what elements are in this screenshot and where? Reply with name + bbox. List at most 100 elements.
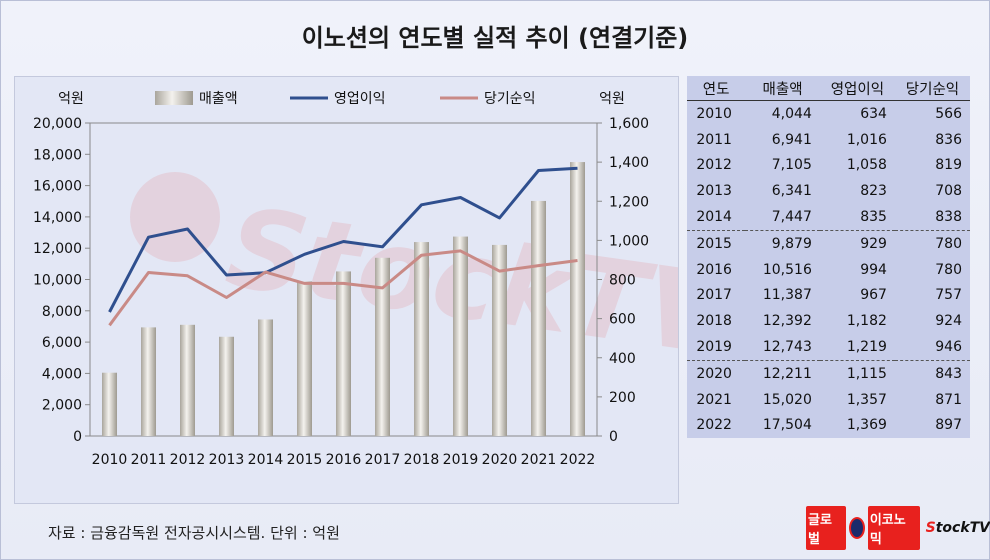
stocktv-logo-text: tockTV (935, 520, 990, 536)
table-row: 2010 4,044 634 566 (687, 101, 970, 127)
legend-label-operating: 영업이익 (334, 91, 386, 107)
table-header-cell: 매출액 (745, 76, 820, 101)
revenue-bar (570, 162, 585, 436)
table-cell: 823 (860, 183, 887, 200)
x-tick-label: 2013 (209, 452, 245, 468)
table-row: 2021 15,020 1,357 871 (687, 387, 970, 413)
table-cell: 871 (935, 391, 962, 408)
x-tick-label: 2019 (443, 452, 479, 468)
table-cell: 12,211 (745, 359, 820, 387)
table-cell: 835 (860, 209, 887, 226)
right-tick-label: 0 (609, 429, 618, 445)
table-cell: 2022 (696, 417, 732, 434)
revenue-bar (180, 324, 195, 436)
revenue-bar (531, 200, 546, 436)
x-tick-label: 2014 (248, 452, 284, 468)
table-cell: 1,369 (846, 417, 887, 434)
right-tick-label: 200 (609, 390, 636, 406)
line-series (108, 166, 578, 327)
table-cell: 946 (935, 339, 962, 356)
table-row: 2013 6,341 823 708 (687, 178, 970, 204)
table-header-cell: 당기순익 (894, 76, 970, 101)
table-cell: 7,105 (771, 157, 812, 174)
table-cell: 17,504 (762, 417, 812, 434)
table-cell: 10,516 (762, 261, 812, 278)
table-cell: 929 (819, 229, 895, 257)
table-cell: 2021 (696, 391, 732, 408)
table-cell: 1,219 (846, 339, 887, 356)
source-note: 자료 : 금융감독원 전자공시시스템. 단위 : 억원 (48, 524, 340, 542)
x-tick-label: 2017 (365, 452, 401, 468)
economy-logo: 이코노믹 (867, 506, 920, 550)
left-tick-label: 16,000 (33, 179, 82, 195)
legend: 매출액 영업이익 당기순익 (155, 91, 536, 107)
right-tick-label: 1,600 (609, 116, 649, 132)
table-header-cell: 영업이익 (819, 76, 895, 101)
table-cell: 2010 (696, 105, 732, 122)
left-tick-label: 12,000 (33, 241, 82, 257)
left-tick-label: 18,000 (33, 147, 82, 163)
table-cell: 780 (894, 229, 970, 257)
table-cell: 2017 (696, 287, 732, 304)
right-tick-label: 600 (609, 312, 636, 328)
left-tick-label: 10,000 (33, 273, 82, 289)
left-tick-label: 14,000 (33, 210, 82, 226)
table-cell: 634 (860, 105, 887, 122)
bar-series (102, 162, 585, 436)
x-axis: 2010 2011 2012 2013 2014 2015 2016 2017 2018 2019… (92, 452, 596, 468)
watermark: StockTV (130, 172, 746, 382)
logos: 글로벌 이코노믹 StockTV (806, 506, 990, 550)
revenue-bar (336, 271, 351, 436)
net-line (108, 249, 578, 327)
revenue-bar (258, 319, 273, 436)
table-cell: 4,044 (771, 105, 812, 122)
revenue-bar (453, 236, 468, 436)
table-cell: 819 (935, 157, 962, 174)
x-tick-label: 2022 (560, 452, 596, 468)
table-header-cell: 연도 (687, 76, 746, 101)
table-row: 2014 7,447 835 838 (687, 204, 970, 230)
data-table: 연도 매출액 영업이익 당기순익 2010 4,044 634 566 2011 6,941 1,… (687, 76, 970, 438)
revenue-bar (141, 327, 156, 436)
table-cell: 1,058 (846, 157, 887, 174)
chart-svg: StockTV 0 2,000 4,000 6,000 8,000 10,000 12,00… (33, 91, 746, 468)
table-row: 2019 12,743 1,219 946 (687, 334, 970, 360)
table-cell: 2016 (696, 261, 732, 278)
left-axis: 0 2,000 4,000 6,000 8,000 10,000 12,000 14,000 1… (33, 116, 90, 445)
revenue-bar (414, 242, 429, 436)
revenue-bar (102, 372, 117, 436)
table-cell: 1,115 (819, 359, 895, 387)
table-cell: 757 (935, 287, 962, 304)
chart-panel: StockTV 0 2,000 4,000 6,000 8,000 10,000 12,00… (14, 76, 746, 504)
table-cell: 11,387 (762, 287, 812, 304)
chart-title: 이노션의 연도별 실적 추이 (연결기준) (301, 24, 689, 52)
table-row: 2016 10,516 994 780 (687, 257, 970, 283)
x-tick-label: 2020 (482, 452, 518, 468)
table-cell: 897 (935, 417, 962, 434)
x-tick-label: 2011 (131, 452, 167, 468)
left-tick-label: 20,000 (33, 116, 82, 132)
table-cell: 6,941 (771, 131, 812, 148)
table-row: 2018 12,392 1,182 924 (687, 308, 970, 334)
table-cell: 15,020 (762, 391, 812, 408)
x-tick-label: 2010 (92, 452, 128, 468)
table-cell: 12,392 (762, 313, 812, 330)
table-row: 2011 6,941 1,016 836 (687, 127, 970, 153)
table-cell: 12,743 (762, 339, 812, 356)
table-cell: 994 (860, 261, 887, 278)
table-cell: 6,341 (771, 183, 812, 200)
table-cell: 924 (935, 313, 962, 330)
right-tick-label: 1,400 (609, 155, 649, 171)
table-cell: 2020 (687, 359, 746, 387)
legend-swatch-revenue (155, 91, 193, 105)
revenue-bar (297, 281, 312, 436)
table-cell: 1,357 (846, 391, 887, 408)
right-tick-label: 1,000 (609, 233, 649, 249)
table-row: 2022 17,504 1,369 897 (687, 413, 970, 439)
table-cell: 2012 (696, 157, 732, 174)
table-cell: 780 (935, 261, 962, 278)
x-tick-label: 2012 (170, 452, 206, 468)
data-table-panel: 연도 매출액 영업이익 당기순익 2010 4,044 634 566 2011 6,941 1,… (687, 76, 970, 438)
table-cell: 2015 (687, 229, 746, 257)
table-cell: 2011 (696, 131, 732, 148)
